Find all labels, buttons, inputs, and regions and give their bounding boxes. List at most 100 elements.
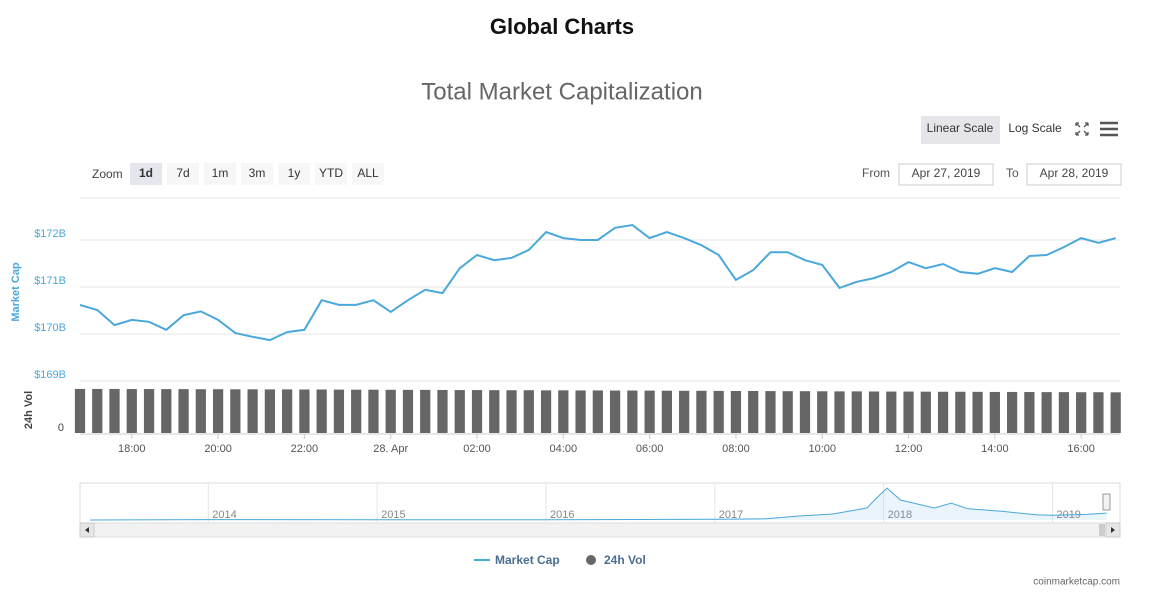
volume-bar: [782, 391, 793, 433]
volume-bar: [161, 389, 172, 433]
volume-bar: [765, 391, 776, 433]
volume-bar: [143, 389, 155, 433]
zoom-button-bg: [352, 163, 384, 185]
scale-button-bg: [921, 116, 1000, 144]
zoom-button[interactable]: ALL: [357, 166, 379, 180]
to-input[interactable]: Apr 28, 2019: [1040, 166, 1109, 180]
zoom-label: Zoom: [92, 167, 123, 181]
y-tick-label: $169B: [34, 369, 66, 381]
navigator-tick-label: 2014: [212, 509, 236, 521]
volume-bar: [92, 388, 103, 433]
volume-bar: [195, 389, 206, 433]
page-heading: Global Charts: [490, 14, 634, 39]
volume-bar: [212, 389, 224, 433]
volume-bar: [282, 389, 293, 433]
volume-bar: [920, 391, 931, 433]
y-axis-label: Market Cap: [10, 262, 22, 322]
volume-bar: [1024, 392, 1035, 433]
volume-bar: [955, 391, 966, 433]
volume-bar: [592, 390, 603, 433]
credit[interactable]: coinmarketcap.com: [1033, 577, 1120, 588]
volume-bar: [609, 390, 621, 433]
volume-bar: [420, 389, 431, 433]
scroll-thumb[interactable]: [1099, 524, 1105, 536]
volume-bar: [1007, 391, 1018, 433]
x-tick-label: 22:00: [291, 443, 319, 455]
y-tick-label: $172B: [34, 228, 66, 240]
volume-bar: [74, 388, 86, 433]
volume-bar: [748, 391, 759, 433]
y-tick-label: $171B: [34, 275, 66, 287]
volume-bar: [937, 391, 949, 433]
volume-bar: [817, 391, 828, 433]
volume-bar: [402, 389, 414, 433]
navigator-line: [90, 487, 1107, 521]
volume-bar: [454, 390, 465, 433]
zoom-button[interactable]: 7d: [176, 166, 189, 180]
volume-bar: [989, 391, 1000, 433]
volume-bar: [886, 391, 897, 433]
y2-tick-label: 0: [58, 422, 64, 434]
menu-icon[interactable]: [1100, 121, 1118, 137]
volume-bar: [299, 389, 310, 433]
volume-bar: [230, 389, 241, 433]
volume-bar: [1041, 392, 1052, 433]
legend-dot: [586, 555, 596, 565]
volume-bar: [126, 389, 137, 433]
zoom-button-bg: [241, 163, 273, 185]
linear-scale-button[interactable]: Linear Scale: [927, 121, 994, 135]
volume-bar: [1110, 392, 1121, 433]
navigator-area: [90, 488, 1107, 520]
fullscreen-icon[interactable]: [1075, 122, 1089, 136]
zoom-button[interactable]: 1d: [139, 166, 153, 180]
zoom-button-active-bg: [130, 163, 162, 185]
x-tick-label: 14:00: [981, 443, 1009, 455]
volume-bar: [1076, 392, 1087, 433]
volume-bar: [178, 389, 189, 433]
navigator-tick-label: 2015: [381, 509, 405, 521]
volume-bar: [713, 390, 724, 433]
zoom-button-bg: [204, 163, 236, 185]
x-tick-label: 12:00: [895, 443, 923, 455]
zoom-button[interactable]: YTD: [319, 166, 343, 180]
volume-bar: [799, 391, 811, 433]
y2-axis-label: 24h Vol: [23, 391, 35, 429]
volume-bar: [540, 390, 552, 433]
volume-bar: [661, 390, 673, 433]
legend-label[interactable]: 24h Vol: [604, 553, 646, 567]
x-tick-label: 04:00: [550, 443, 578, 455]
volume-bar: [851, 391, 862, 433]
volume-bar: [351, 389, 362, 433]
x-tick-label: 18:00: [118, 443, 146, 455]
navigator-scrollbar[interactable]: [79, 522, 1121, 538]
volume-bar: [368, 389, 379, 433]
zoom-button[interactable]: 3m: [249, 166, 266, 180]
navigator-tick-label: 2017: [719, 509, 743, 521]
volume-bar: [575, 390, 586, 433]
zoom-buttons: 1d 7d 1m 3m 1y YTD ALL: [130, 163, 384, 185]
volume-bar: [471, 390, 483, 433]
volume-bar: [109, 388, 120, 433]
x-tick-label: 28. Apr: [373, 443, 408, 455]
volume-bar: [264, 389, 275, 433]
zoom-button-bg: [278, 163, 310, 185]
zoom-button[interactable]: 1m: [212, 166, 229, 180]
legend-label[interactable]: Market Cap: [495, 553, 560, 567]
x-tick-label: 16:00: [1067, 443, 1095, 455]
navigator-frame: [79, 482, 1121, 524]
volume-bar: [489, 390, 500, 433]
to-label: To: [1006, 166, 1019, 180]
volume-bar: [523, 390, 534, 433]
zoom-button-bg: [167, 163, 199, 185]
volume-bar: [247, 389, 258, 433]
volume-bar: [385, 389, 396, 433]
from-input-box: [898, 163, 994, 186]
chart-title: Total Market Capitalization: [421, 78, 702, 105]
log-scale-button[interactable]: Log Scale: [1008, 121, 1062, 135]
volume-bar: [972, 391, 983, 433]
navigator-handle[interactable]: [1102, 493, 1111, 511]
zoom-button[interactable]: 1y: [288, 166, 301, 180]
from-input[interactable]: Apr 27, 2019: [912, 166, 981, 180]
volume-bar: [730, 391, 742, 433]
